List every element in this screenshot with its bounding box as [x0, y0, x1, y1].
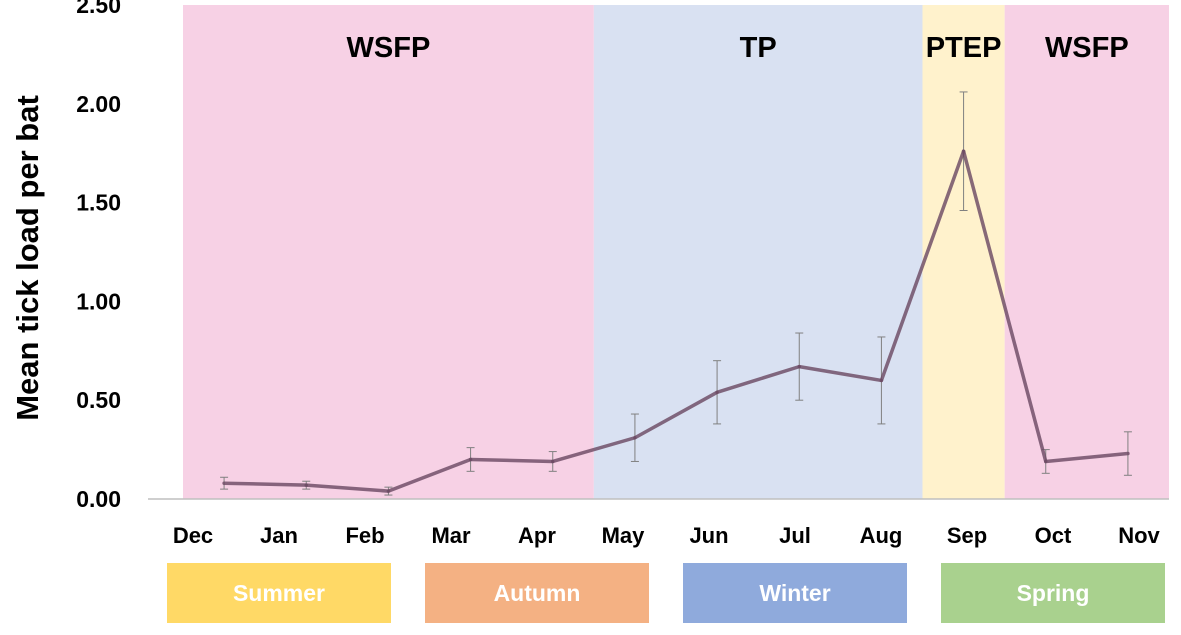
period-label-wsfp-3: WSFP — [1045, 32, 1129, 64]
season-summer: Summer — [167, 563, 391, 623]
x-tick-apr: Apr — [518, 523, 556, 548]
line-segment-mar-apr — [468, 457, 555, 464]
period-band-tp-1 — [593, 5, 923, 499]
series-lines — [222, 149, 1130, 493]
season-box-spring — [941, 563, 1165, 623]
period-label-ptep-2: PTEP — [926, 32, 1002, 64]
line-segment-may-jun — [633, 390, 719, 440]
season-label-summer: Summer — [233, 580, 325, 606]
line-segment-jun-jul — [715, 364, 801, 395]
x-tick-nov: Nov — [1118, 523, 1160, 548]
season-box-winter — [683, 563, 907, 623]
season-label-autumn: Autumn — [494, 580, 581, 606]
x-tick-dec: Dec — [173, 523, 213, 548]
x-tick-may: May — [602, 523, 646, 548]
y-tick-1-00: 1.00 — [76, 288, 121, 314]
season-autumn: Autumn — [425, 563, 649, 623]
x-tick-oct: Oct — [1035, 523, 1072, 548]
season-legend: Summer Autumn Winter Spring — [167, 563, 1165, 623]
x-tick-aug: Aug — [860, 523, 903, 548]
season-box-summer — [167, 563, 391, 623]
line-segment-apr-may — [551, 435, 637, 464]
season-winter: Winter — [683, 563, 907, 623]
line-segment-dec-jan — [222, 481, 308, 487]
y-axis-ticks: 0.00 0.50 1.00 1.50 2.00 2.50 — [76, 0, 121, 512]
season-label-spring: Spring — [1017, 580, 1090, 606]
x-tick-jun: Jun — [689, 523, 728, 548]
y-tick-2-00: 2.00 — [76, 91, 121, 117]
period-band-wsfp-0 — [183, 5, 594, 499]
y-tick-2-50: 2.50 — [76, 0, 121, 18]
y-tick-1-50: 1.50 — [76, 190, 121, 216]
x-tick-sep: Sep — [947, 523, 987, 548]
period-labels: WSFP TP PTEP WSFP — [347, 32, 1129, 64]
y-tick-0-50: 0.50 — [76, 387, 121, 413]
line-segment-jan-feb — [304, 483, 391, 493]
x-tick-mar: Mar — [431, 523, 471, 548]
y-tick-0-00: 0.00 — [76, 486, 121, 512]
season-box-autumn — [425, 563, 649, 623]
x-tick-jan: Jan — [260, 523, 298, 548]
line-segment-feb-mar — [386, 457, 473, 493]
line-segment-aug-sep — [879, 149, 966, 383]
line-segment-jul-aug — [797, 364, 884, 383]
period-label-wsfp-0: WSFP — [347, 32, 431, 64]
period-bands — [183, 5, 1169, 499]
line-segment-oct-nov — [1044, 451, 1130, 464]
season-spring: Spring — [941, 563, 1165, 623]
line-segment-sep-oct — [961, 149, 1048, 464]
y-axis-label: Mean tick load per bat — [10, 95, 45, 421]
season-label-winter: Winter — [759, 580, 830, 606]
period-band-ptep-2 — [922, 5, 1005, 499]
period-band-wsfp-3 — [1004, 5, 1169, 499]
x-tick-feb: Feb — [345, 523, 384, 548]
period-label-tp-1: TP — [740, 32, 777, 64]
x-tick-jul: Jul — [779, 523, 811, 548]
x-axis-ticks: Dec Jan Feb Mar Apr May Jun Jul Aug Sep Oct Nov — [173, 523, 1161, 548]
